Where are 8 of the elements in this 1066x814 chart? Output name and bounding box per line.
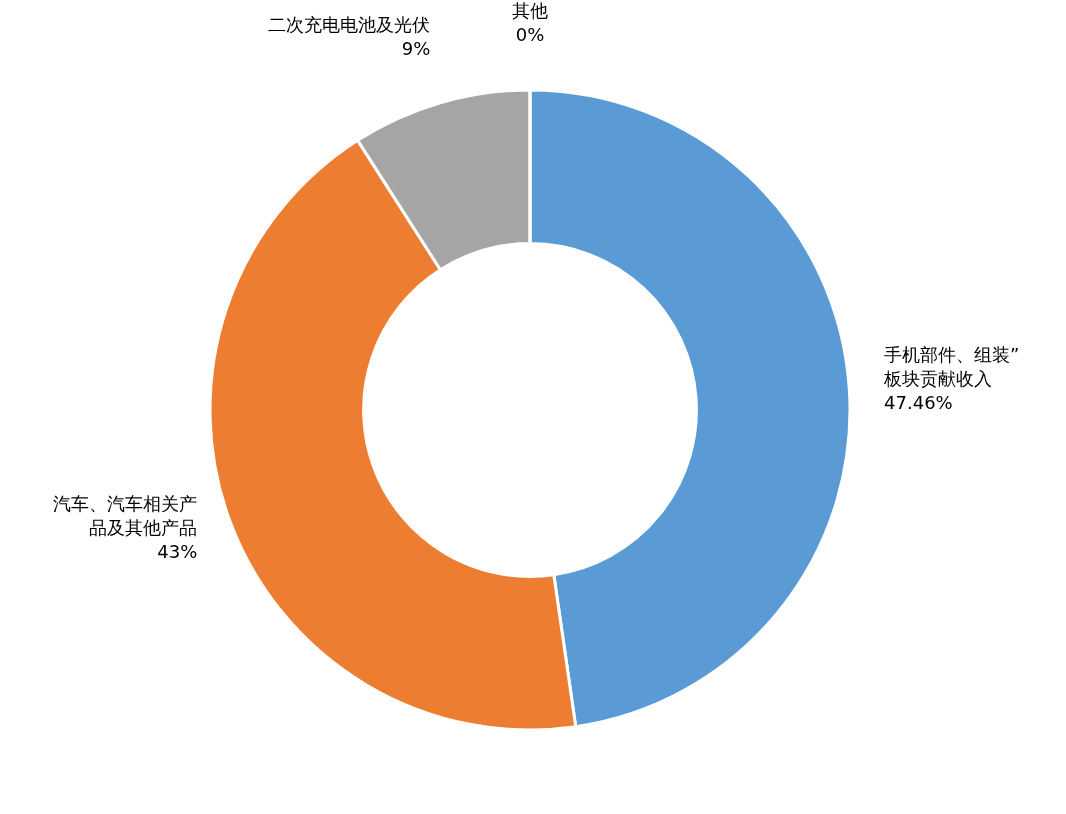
slice-label: 汽车、汽车相关产品及其他产品 [53, 492, 198, 538]
data-label: 43% [157, 540, 198, 562]
text: 0% [515, 24, 545, 45]
slice-label: 二次充电电池及光伏 [268, 14, 431, 36]
data-label: 47.46% [884, 391, 953, 413]
data-label: 9% [401, 38, 431, 60]
category-label: 其他 [512, 0, 548, 21]
slice-label: 手机部件、组装”板块贡献收入 [883, 343, 1020, 389]
